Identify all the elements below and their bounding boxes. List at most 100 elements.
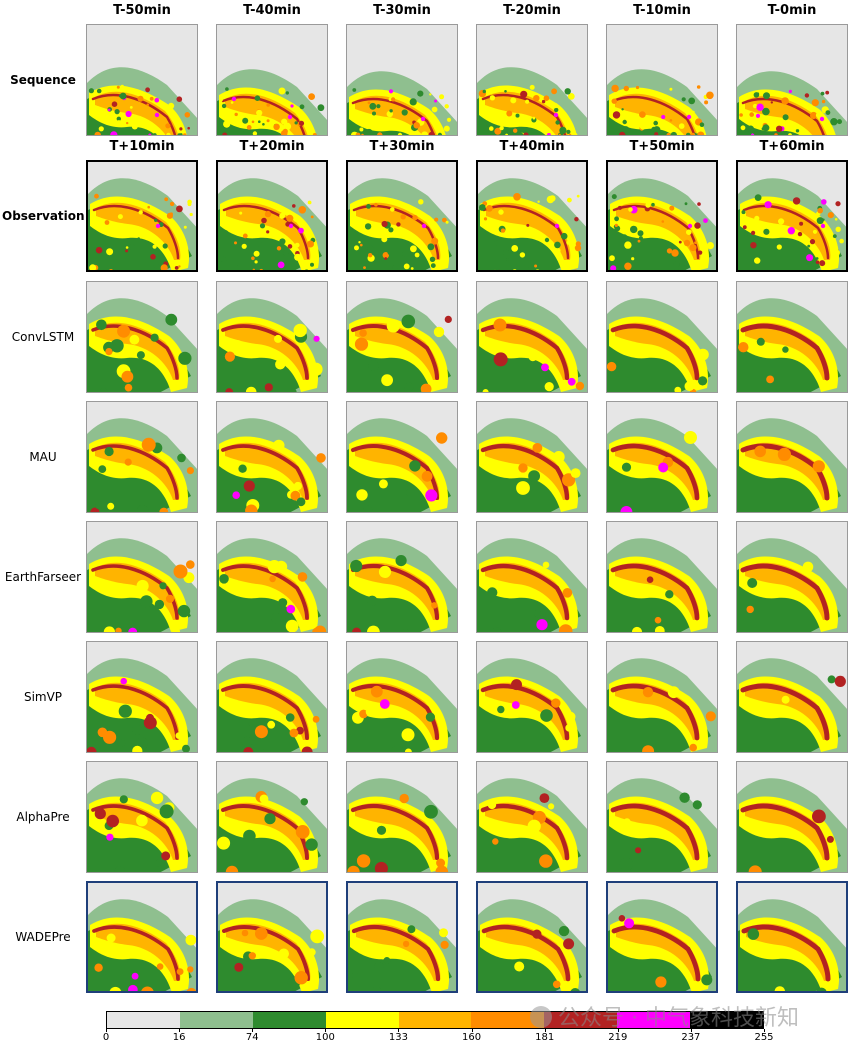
radar-map [348, 162, 456, 270]
radar-panel [476, 641, 588, 753]
row-label: AlphaPre [16, 810, 70, 824]
colorbar-segment [179, 1012, 253, 1028]
radar-panel [736, 881, 848, 993]
colorbar-segment [252, 1012, 326, 1028]
radar-panel [606, 641, 718, 753]
lead-time-header: T+50min [629, 139, 695, 154]
radar-panel [86, 761, 198, 873]
radar-panel [346, 641, 458, 753]
input-time-header: T-0min [767, 3, 817, 18]
radar-panel [216, 24, 328, 136]
radar-map [87, 642, 197, 752]
radar-panel [346, 160, 458, 272]
row-label: EarthFarseer [4, 570, 82, 584]
radar-map [218, 162, 326, 270]
colorbar-tick-label: 160 [462, 1032, 482, 1043]
input-time-header: T-30min [373, 3, 431, 18]
lead-time-header: T+40min [499, 139, 565, 154]
colorbar-tick-mark [325, 1029, 327, 1032]
radar-panel [476, 881, 588, 993]
colorbar-tick-mark [544, 1029, 546, 1032]
colorbar-segment [617, 1012, 691, 1028]
radar-panel [476, 761, 588, 873]
colorbar-tick-mark [764, 1029, 765, 1032]
row-label: Sequence [10, 73, 76, 87]
row-label: Observation [2, 209, 85, 223]
colorbar-segment [471, 1012, 545, 1028]
radar-panel [86, 24, 198, 136]
input-time-header: T-40min [243, 3, 301, 18]
colorbar-tick-label: 0 [102, 1032, 110, 1043]
radar-map [88, 162, 196, 270]
radar-panel [86, 160, 198, 272]
radar-map [87, 522, 197, 632]
radar-map [607, 282, 717, 392]
radar-panel [86, 881, 198, 993]
radar-map [477, 522, 587, 632]
colorbar-tick-label: 181 [535, 1032, 555, 1043]
watermark-text: 公众号 · 中气象科技新知 [558, 1006, 799, 1031]
radar-panel [216, 761, 328, 873]
radar-map [477, 762, 587, 872]
input-time-header: T-20min [503, 3, 561, 18]
radar-panel [606, 521, 718, 633]
colorbar-segment [107, 1012, 180, 1028]
colorbar-tick-label: 219 [608, 1032, 628, 1043]
radar-map [737, 282, 847, 392]
radar-panel [86, 641, 198, 753]
radar-map [217, 282, 327, 392]
row-label: MAU [29, 450, 57, 464]
radar-map [218, 883, 326, 991]
radar-map [87, 762, 197, 872]
radar-panel [216, 641, 328, 753]
radar-map [607, 402, 717, 512]
lead-time-header: T+60min [759, 139, 825, 154]
radar-map [347, 282, 457, 392]
radar-panel [346, 761, 458, 873]
radar-panel [346, 881, 458, 993]
radar-panel [606, 401, 718, 513]
radar-map [607, 522, 717, 632]
radar-map [737, 25, 847, 135]
radar-panel [86, 521, 198, 633]
radar-panel [476, 24, 588, 136]
radar-map [607, 25, 717, 135]
radar-map [737, 642, 847, 752]
radar-panel [86, 401, 198, 513]
radar-map [608, 162, 716, 270]
radar-map [347, 522, 457, 632]
radar-map [608, 883, 716, 991]
lead-time-header: T+30min [369, 139, 435, 154]
colorbar-tick-mark [252, 1029, 254, 1032]
radar-map [477, 25, 587, 135]
colorbar-segment [544, 1012, 618, 1028]
radar-panel [736, 641, 848, 753]
radar-panel [216, 521, 328, 633]
colorbar-tick-label: 133 [388, 1032, 408, 1043]
input-time-header: T-50min [113, 3, 171, 18]
colorbar-tick-label: 16 [172, 1032, 186, 1043]
radar-map [607, 762, 717, 872]
radar-map [347, 25, 457, 135]
colorbar-tick-label: 74 [245, 1032, 259, 1043]
colorbar-tick-label: 237 [681, 1032, 701, 1043]
colorbar-tick-mark [106, 1029, 107, 1032]
radar-map [347, 762, 457, 872]
radar-panel [736, 521, 848, 633]
radar-panel [606, 761, 718, 873]
radar-panel [346, 521, 458, 633]
row-label: SimVP [23, 690, 63, 704]
radar-map [737, 762, 847, 872]
radar-map [87, 282, 197, 392]
radar-map [478, 162, 586, 270]
colorbar-tick-mark [398, 1029, 400, 1032]
colorbar-segment [325, 1012, 399, 1028]
radar-panel [736, 24, 848, 136]
radar-map [87, 25, 197, 135]
radar-panel [346, 281, 458, 393]
wechat-icon [530, 1006, 552, 1028]
radar-panel [606, 281, 718, 393]
lead-time-header: T+20min [239, 139, 305, 154]
radar-map [478, 883, 586, 991]
colorbar-tick-mark [471, 1029, 473, 1032]
